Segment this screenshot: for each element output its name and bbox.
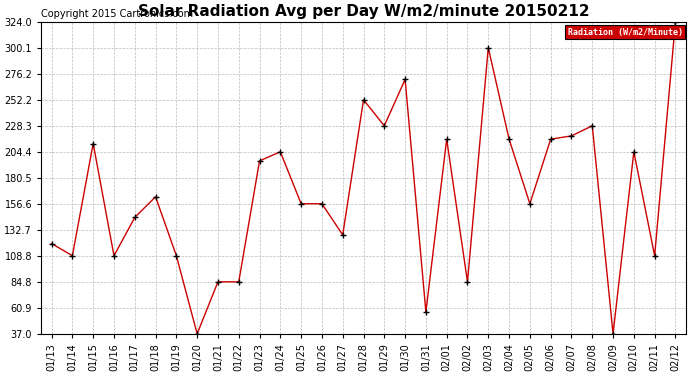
Title: Solar Radiation Avg per Day W/m2/minute 20150212: Solar Radiation Avg per Day W/m2/minute …: [138, 4, 589, 19]
Text: Radiation (W/m2/Minute): Radiation (W/m2/Minute): [568, 28, 682, 37]
Text: Copyright 2015 Cartronics.com: Copyright 2015 Cartronics.com: [41, 9, 193, 19]
